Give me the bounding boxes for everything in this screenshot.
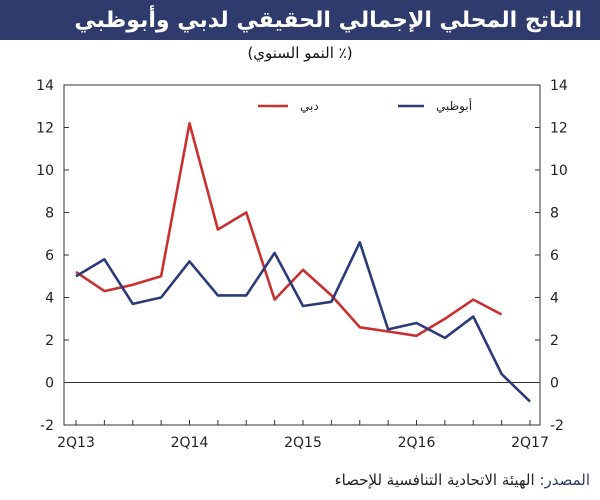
chart-subtitle: (٪ النمو السنوي) — [247, 44, 353, 62]
plot-frame — [63, 84, 541, 426]
y-tick-label-right: 8 — [550, 206, 559, 222]
y-tick-label-right: 0 — [550, 376, 559, 392]
y-tick-label-left: 10 — [36, 163, 54, 179]
y-tick-label-left: 14 — [36, 78, 54, 94]
series-line-abudhabi — [75, 241, 531, 403]
y-tick-label-right: 4 — [550, 291, 559, 307]
y-tick-label-left: 6 — [45, 248, 54, 264]
y-tick-label-right: -2 — [550, 418, 564, 434]
y-tick-label-left: 12 — [36, 121, 54, 137]
x-tick-label: 2Q13 — [57, 435, 95, 451]
source-note: المصدر: الهيئة الاتحادية التنافسية للإحص… — [335, 471, 590, 489]
line-chart: -2 -2 0 0 2 2 4 4 6 6 8 8 10 10 12 12 14 14 2Q13 2Q14 2Q15 2Q… — [36, 78, 568, 451]
chart-title: الناتج المحلي الإجمالي الحقيقي لدبي وأبو… — [74, 7, 582, 33]
x-tick-label: 2Q14 — [171, 435, 209, 451]
source-label: المصدر: — [539, 471, 590, 489]
y-tick-label-right: 2 — [550, 333, 559, 349]
legend-label-dubai: دبي — [300, 99, 319, 113]
x-tick-label: 2Q15 — [284, 435, 322, 451]
source-text: الهيئة الاتحادية التنافسية للإحصاء — [334, 471, 535, 489]
title-bar: الناتج المحلي الإجمالي الحقيقي لدبي وأبو… — [0, 0, 600, 40]
y-tick-label-left: 4 — [45, 291, 54, 307]
x-tick-label: 2Q16 — [398, 435, 436, 451]
legend-label-abudhabi: أبوظبي — [436, 98, 472, 114]
series-line-dubai — [75, 121, 503, 338]
y-tick-label-right: 14 — [550, 78, 568, 94]
x-tick-label: 2Q17 — [511, 435, 549, 451]
y-tick-label-left: 8 — [45, 206, 54, 222]
y-tick-label-right: 6 — [550, 248, 559, 264]
y-tick-label-right: 12 — [550, 121, 568, 137]
y-tick-label-right: 10 — [550, 163, 568, 179]
y-tick-label-left: 0 — [45, 376, 54, 392]
y-tick-label-left: 2 — [45, 333, 54, 349]
y-tick-label-left: -2 — [40, 418, 54, 434]
